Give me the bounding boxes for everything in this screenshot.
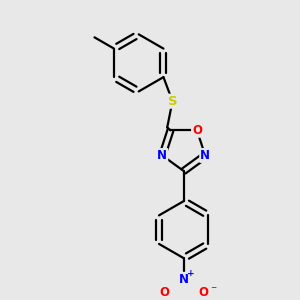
Text: +: + [188, 269, 195, 278]
Text: N: N [200, 149, 210, 162]
Text: ⁻: ⁻ [211, 284, 217, 297]
Text: S: S [168, 95, 177, 108]
Text: N: N [179, 273, 189, 286]
Text: N: N [157, 149, 167, 162]
Text: O: O [159, 286, 169, 299]
Text: O: O [198, 286, 208, 299]
Text: O: O [192, 124, 202, 137]
